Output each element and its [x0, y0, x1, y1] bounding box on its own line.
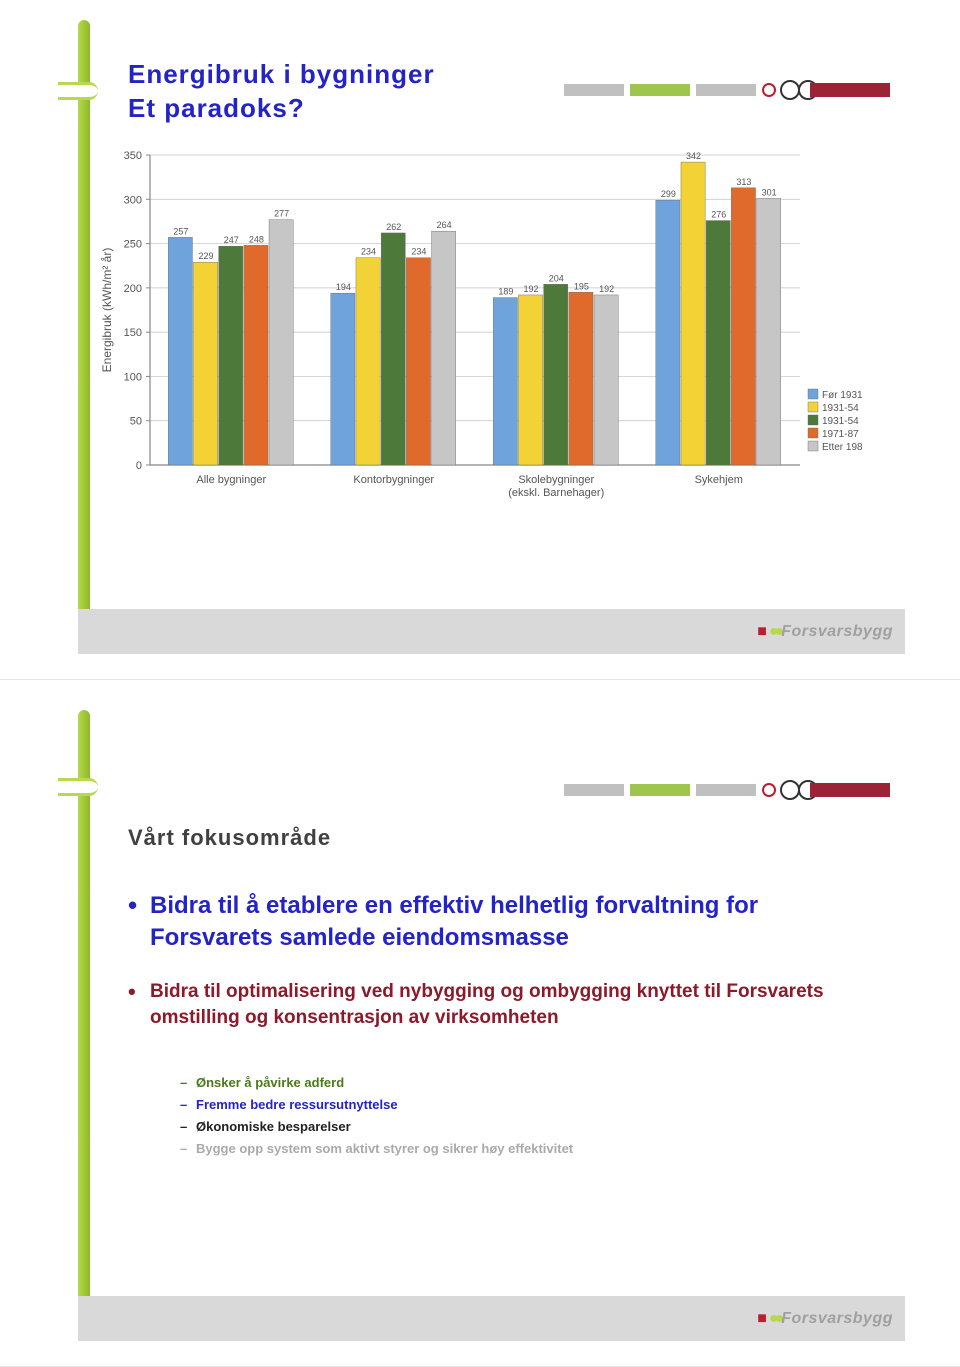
slide-title: Energibruk i bygninger Et paradoks?: [128, 58, 435, 126]
svg-text:248: 248: [249, 234, 264, 244]
svg-text:262: 262: [386, 222, 401, 232]
decor-bar-red: [810, 783, 890, 797]
decor-bar-green: [630, 784, 690, 796]
logo-square-icon: [757, 623, 769, 641]
decor-bar-grey-2: [696, 84, 756, 96]
svg-text:300: 300: [124, 194, 142, 206]
svg-text:257: 257: [173, 226, 188, 236]
decor-bar-grey: [564, 784, 624, 796]
sidebar-notch: [58, 82, 98, 100]
svg-text:229: 229: [199, 251, 214, 261]
footer-logo: Forsvarsbygg: [781, 1310, 893, 1328]
bullet-main: Bidra til å etablere en effektiv helhetl…: [128, 890, 880, 955]
title-decoration: [564, 780, 890, 800]
svg-text:0: 0: [136, 460, 142, 472]
svg-text:264: 264: [437, 220, 452, 230]
content-block: Bidra til å etablere en effektiv helhetl…: [128, 890, 880, 1160]
svg-text:234: 234: [411, 247, 426, 257]
svg-text:195: 195: [574, 281, 589, 291]
sub-bullet-list: Ønsker å påvirke adferdFremme bedre ress…: [180, 1072, 880, 1160]
sub-bullet-item: Ønsker å påvirke adferd: [180, 1072, 880, 1094]
logo-dots-icon: [769, 1310, 781, 1328]
svg-text:Kontorbygninger: Kontorbygninger: [353, 474, 434, 486]
svg-text:350: 350: [124, 150, 142, 162]
logo-dots-icon: [769, 623, 781, 641]
bullet-secondary: Bidra til optimalisering ved nybygging o…: [128, 979, 880, 1032]
ring-icon-red: [762, 783, 776, 797]
footer-bar: Forsvarsbygg: [78, 1296, 905, 1341]
svg-text:Skolebygninger: Skolebygninger: [518, 474, 594, 486]
svg-text:150: 150: [124, 327, 142, 339]
svg-text:313: 313: [736, 177, 751, 187]
slide-2: Vårt fokusområde Bidra til å etablere en…: [0, 680, 960, 1367]
ring-icon-red: [762, 83, 776, 97]
chart-svg: 0 50 100 150 200 250 300 350 Energibruk (kWh/m² …: [95, 140, 895, 520]
footer-logo: Forsvarsbygg: [781, 623, 893, 641]
decor-bar-green: [630, 84, 690, 96]
svg-text:192: 192: [599, 284, 614, 294]
logo-square-icon: [757, 1310, 769, 1328]
svg-text:342: 342: [686, 151, 701, 161]
svg-text:194: 194: [336, 282, 351, 292]
svg-text:189: 189: [498, 287, 513, 297]
decor-bar-grey: [564, 84, 624, 96]
svg-text:299: 299: [661, 189, 676, 199]
ring-icon-1: [780, 780, 800, 800]
svg-text:Energibruk (kWh/m² år): Energibruk (kWh/m² år): [100, 248, 114, 373]
title-decoration: [564, 80, 890, 100]
svg-text:1931-54: 1931-54: [822, 403, 859, 414]
title-line-1: Energibruk i bygninger: [128, 58, 435, 92]
ring-icon-1: [780, 80, 800, 100]
svg-text:234: 234: [361, 247, 376, 257]
footer-bar: Forsvarsbygg: [78, 609, 905, 654]
slide-1: Energibruk i bygninger Et paradoks? 0 50 1…: [0, 0, 960, 680]
svg-text:200: 200: [124, 283, 142, 295]
svg-text:301: 301: [762, 187, 777, 197]
svg-text:(ekskl. Barnehager): (ekskl. Barnehager): [508, 487, 604, 499]
svg-text:276: 276: [711, 210, 726, 220]
sidebar-notch: [58, 778, 98, 796]
svg-text:Etter 198: Etter 198: [822, 442, 863, 453]
svg-text:277: 277: [274, 209, 289, 219]
svg-text:100: 100: [124, 371, 142, 383]
slide-subtitle: Vårt fokusområde: [128, 825, 331, 851]
sub-bullet-item: Bygge opp system som aktivt styrer og si…: [180, 1138, 880, 1160]
svg-text:Alle bygninger: Alle bygninger: [196, 474, 266, 486]
decor-bar-grey-2: [696, 784, 756, 796]
svg-text:Sykehjem: Sykehjem: [695, 474, 743, 486]
sub-bullet-item: Fremme bedre ressursutnyttelse: [180, 1094, 880, 1116]
svg-text:1971-87: 1971-87: [822, 429, 859, 440]
svg-text:204: 204: [549, 273, 564, 283]
svg-text:192: 192: [524, 284, 539, 294]
decor-bar-red: [810, 83, 890, 97]
svg-text:250: 250: [124, 239, 142, 251]
svg-text:1931-54: 1931-54: [822, 416, 859, 427]
sidebar-accent: [78, 710, 90, 1305]
svg-text:50: 50: [130, 416, 142, 428]
svg-text:247: 247: [224, 235, 239, 245]
sidebar-accent: [78, 20, 90, 620]
energy-chart: 0 50 100 150 200 250 300 350 Energibruk (kWh/m² …: [95, 140, 895, 520]
title-line-2: Et paradoks?: [128, 92, 435, 126]
svg-text:Før 1931: Før 1931: [822, 390, 863, 401]
sub-bullet-item: Økonomiske besparelser: [180, 1116, 880, 1138]
